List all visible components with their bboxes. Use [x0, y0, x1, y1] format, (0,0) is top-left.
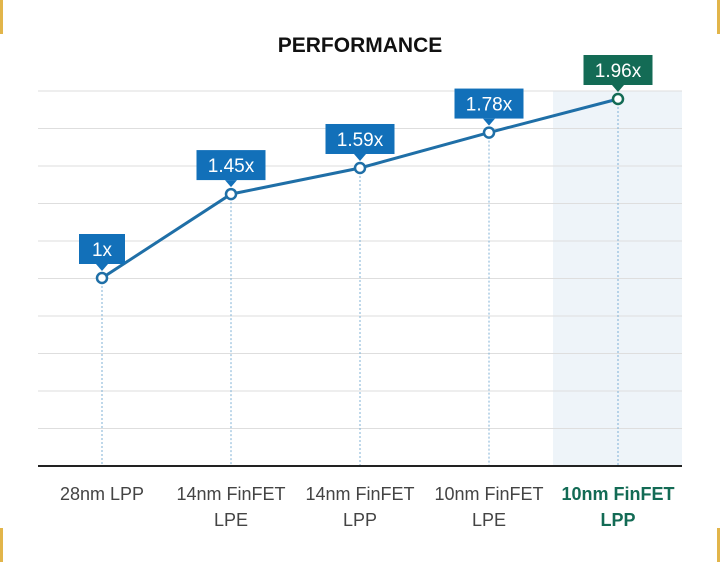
corner-mark-top-right [717, 0, 720, 34]
data-label-pointer [96, 264, 108, 271]
x-tick-labels: 28nm LPP 14nm FinFET LPE 14nm FinFET LPP 10nm… [60, 484, 675, 530]
corner-mark-bottom-right [717, 528, 720, 562]
data-point [224, 187, 238, 201]
drop-lines [101, 99, 619, 466]
chart-title: PERFORMANCE [278, 34, 443, 57]
data-label-text: 1x [92, 240, 113, 261]
x-tick-label: 10nm FinFET LPP [561, 484, 674, 530]
corner-mark-bottom-left [0, 528, 3, 562]
data-label-box [325, 123, 395, 154]
data-label-text: 1.96x [595, 61, 642, 82]
corner-mark-top-left [0, 0, 3, 34]
data-label-box [196, 150, 266, 181]
x-tick-label: 28nm LPP [60, 484, 144, 504]
data-point [482, 126, 496, 139]
x-tick-label: 14nm FinFET LPE [176, 484, 285, 530]
data-label: 1.78x [454, 88, 524, 126]
data-labels: 1x 1.45x 1.59x 1.78x 1.96x [79, 55, 653, 271]
data-label-text: 1.45x [208, 156, 255, 177]
data-label-pointer [612, 85, 624, 92]
x-tick-label: 14nm FinFET LPP [305, 484, 414, 530]
data-label-box [79, 234, 125, 264]
data-label: 1.59x [325, 123, 395, 161]
data-label-pointer [225, 180, 237, 188]
data-label-text: 1.78x [466, 95, 513, 116]
data-label-box [454, 88, 524, 119]
x-tick-label: 10nm FinFET LPE [434, 484, 543, 530]
data-point [95, 271, 109, 285]
data-label-pointer [483, 118, 495, 126]
data-label: 1x [79, 234, 125, 271]
data-label-pointer [354, 153, 366, 161]
data-point [353, 161, 367, 175]
data-label: 1.45x [196, 150, 266, 188]
data-points [95, 92, 625, 285]
data-label-box [583, 55, 653, 85]
data-label-text: 1.59x [337, 130, 384, 151]
data-label: 1.96x [583, 55, 653, 92]
data-point [611, 92, 625, 106]
